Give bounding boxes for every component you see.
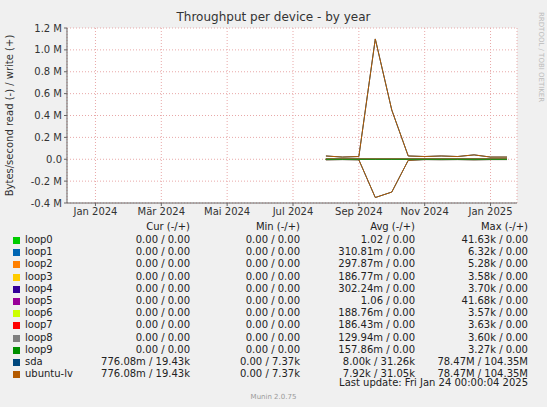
- svg-text:Sep 2024: Sep 2024: [335, 206, 382, 217]
- html-text:297.87m / 0.00: 297.87m / 0.00: [338, 258, 415, 270]
- html-text:0.00 / 0.00: 0.00 / 0.00: [245, 319, 300, 331]
- html-text:302.24m / 0.00: 302.24m / 0.00: [338, 282, 415, 294]
- html-text:0.00 / 0.00: 0.00 / 0.00: [135, 343, 190, 355]
- svg-text:1.2 M: 1.2 M: [34, 23, 62, 34]
- html-text:310.81m / 0.00: 310.81m / 0.00: [338, 246, 415, 258]
- svg-text:Jul 2024: Jul 2024: [272, 206, 314, 217]
- html-text:Last update: Fri Jan 24 00:00:: Last update: Fri Jan 24 00:00:04 2025: [339, 377, 528, 388]
- html-text:0.00 / 0.00: 0.00 / 0.00: [245, 270, 300, 282]
- svg-text:0.8 M: 0.8 M: [34, 66, 62, 77]
- html-text:7.92k / 31.05k: 7.92k / 31.05k: [342, 368, 415, 380]
- html-text:0.00 / 0.00: 0.00 / 0.00: [135, 319, 190, 331]
- html-text:0.00 / 7.37k: 0.00 / 7.37k: [239, 356, 300, 367]
- html-text:0.00 / 0.00: 0.00 / 0.00: [135, 270, 190, 282]
- html-text:loop2: loop2: [25, 258, 53, 270]
- html-text:ubuntu-lv: ubuntu-lv: [25, 368, 73, 380]
- html-text:3.60k / 0.00: 3.60k / 0.00: [467, 331, 528, 343]
- html-text:Munin 2.0.75: Munin 2.0.75: [250, 393, 297, 401]
- html-text:Min (-/+): Min (-/+): [255, 221, 300, 232]
- html-text:loop1: loop1: [25, 246, 53, 258]
- svg-text:0.2 M: 0.2 M: [34, 132, 62, 143]
- html-text:186.77m / 0.00: 186.77m / 0.00: [338, 270, 415, 282]
- html-text:0.00 / 0.00: 0.00 / 0.00: [245, 282, 300, 294]
- html-text:RRDTOOL / TOBI OETIKER: RRDTOOL / TOBI OETIKER: [537, 12, 545, 103]
- svg-text:0.6 M: 0.6 M: [34, 88, 62, 99]
- html-text:78.47M / 104.35M: 78.47M / 104.35M: [437, 356, 528, 367]
- html-text:6.32k / 0.00: 6.32k / 0.00: [467, 246, 528, 258]
- html-text:loop3: loop3: [25, 270, 53, 282]
- html-text:0.00 / 0.00: 0.00 / 0.00: [245, 307, 300, 319]
- html-text:0.00 / 0.00: 0.00 / 0.00: [245, 258, 300, 270]
- html-text:Avg (-/+): Avg (-/+): [370, 221, 415, 232]
- html-text:0.00 / 0.00: 0.00 / 0.00: [135, 234, 190, 245]
- html-text:loop0: loop0: [25, 234, 53, 245]
- html-text:3.57k / 0.00: 3.57k / 0.00: [467, 307, 528, 319]
- svg-text:Mai 2024: Mai 2024: [204, 206, 250, 217]
- svg-text:0.4 M: 0.4 M: [34, 110, 62, 121]
- html-text:776.08m / 19.43k: 776.08m / 19.43k: [101, 368, 190, 380]
- html-text:sda: sda: [25, 356, 43, 367]
- svg-text:Jan 2025: Jan 2025: [468, 206, 513, 217]
- svg-text:Bytes/second read (-) / write: Bytes/second read (-) / write (+): [8, 35, 15, 197]
- html-text:3.70k / 0.00: 3.70k / 0.00: [467, 282, 528, 294]
- html-text:41.63k / 0.00: 41.63k / 0.00: [461, 234, 528, 245]
- html-text:0.00 / 0.00: 0.00 / 0.00: [245, 246, 300, 258]
- html-text:Cur (-/+): Cur (-/+): [146, 221, 190, 232]
- html-text:3.58k / 0.00: 3.58k / 0.00: [467, 270, 528, 282]
- html-text:0.00 / 0.00: 0.00 / 0.00: [135, 246, 190, 258]
- html-text:1.06 / 0.00: 1.06 / 0.00: [360, 295, 415, 306]
- html-text:3.27k / 0.00: 3.27k / 0.00: [467, 343, 528, 355]
- html-text:Max (-/+): Max (-/+): [481, 221, 528, 232]
- html-text:0.00 / 0.00: 0.00 / 0.00: [245, 234, 300, 245]
- html-text:loop8: loop8: [25, 331, 53, 343]
- html-text:186.43m / 0.00: 186.43m / 0.00: [338, 319, 415, 331]
- html-text:loop6: loop6: [25, 307, 53, 319]
- html-text:loop7: loop7: [25, 319, 53, 331]
- html-text:loop4: loop4: [25, 282, 53, 294]
- html-text:8.00k / 31.26k: 8.00k / 31.26k: [342, 356, 415, 367]
- svg-text:Nov 2024: Nov 2024: [401, 206, 449, 217]
- html-text:41.68k / 0.00: 41.68k / 0.00: [461, 295, 528, 306]
- svg-text:-0.4 M: -0.4 M: [31, 198, 62, 209]
- html-text:0.00 / 0.00: 0.00 / 0.00: [135, 307, 190, 319]
- html-text:0.00 / 0.00: 0.00 / 0.00: [245, 343, 300, 355]
- svg-text:0.0: 0.0: [46, 154, 62, 165]
- html-text:157.86m / 0.00: 157.86m / 0.00: [338, 343, 415, 355]
- html-text:5.28k / 0.00: 5.28k / 0.00: [467, 258, 528, 270]
- html-text:0.00 / 0.00: 0.00 / 0.00: [245, 331, 300, 343]
- html-text:0.00 / 0.00: 0.00 / 0.00: [135, 258, 190, 270]
- svg-text:Jan 2024: Jan 2024: [72, 206, 117, 217]
- html-text:1.02 / 0.00: 1.02 / 0.00: [360, 234, 415, 245]
- html-text:78.47M / 104.35M: 78.47M / 104.35M: [437, 368, 528, 380]
- html-text:129.94m / 0.00: 129.94m / 0.00: [338, 331, 415, 343]
- html-text:0.00 / 0.00: 0.00 / 0.00: [135, 282, 190, 294]
- svg-text:Mär 2024: Mär 2024: [138, 206, 186, 217]
- html-text:Throughput per device - by yea: Throughput per device - by year: [176, 10, 371, 24]
- html-text:0.00 / 0.00: 0.00 / 0.00: [135, 331, 190, 343]
- html-text:0.00 / 0.00: 0.00 / 0.00: [245, 295, 300, 306]
- html-text:3.63k / 0.00: 3.63k / 0.00: [467, 319, 528, 331]
- html-text:loop9: loop9: [25, 343, 53, 355]
- html-text:0.00 / 0.00: 0.00 / 0.00: [135, 295, 190, 306]
- html-text:776.08m / 19.43k: 776.08m / 19.43k: [101, 356, 190, 367]
- svg-text:-0.2 M: -0.2 M: [31, 176, 62, 187]
- svg-text:1.0 M: 1.0 M: [34, 44, 62, 55]
- html-text:188.76m / 0.00: 188.76m / 0.00: [338, 307, 415, 319]
- html-text:0.00 / 7.37k: 0.00 / 7.37k: [239, 368, 300, 380]
- html-text:loop5: loop5: [25, 295, 53, 306]
